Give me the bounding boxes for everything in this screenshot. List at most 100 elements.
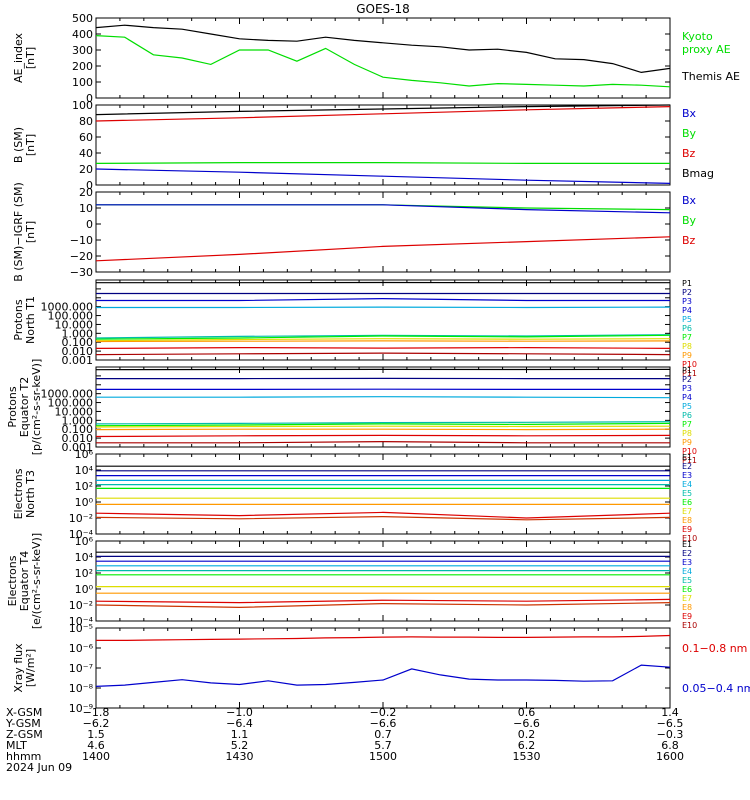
x-tick-label: 4.6 <box>87 739 105 752</box>
legend-entry: By <box>682 127 697 140</box>
legend-entry: P4 <box>682 393 692 402</box>
y-tick-label: 10⁴ <box>75 464 94 477</box>
x-tick-label: −1.0 <box>226 706 253 719</box>
panel-ee: 10⁻⁴ 10⁻² 10⁰ 10² 10⁴ 10⁶ Electrons Equator T4[… <box>6 533 697 630</box>
y-tick-label: 40 <box>79 147 93 160</box>
x-row-label: hhmm <box>6 750 41 763</box>
y-tick-label: 1000.000 <box>41 301 94 314</box>
y-axis-label: Electrons <box>6 555 19 606</box>
legend-entry: Bx <box>682 107 697 120</box>
series-line-red <box>95 236 671 262</box>
y-tick-label: 10⁻⁸ <box>69 682 94 695</box>
legend-entry: P8 <box>682 429 692 438</box>
legend-entry: E1 <box>682 540 692 549</box>
legend-entry: P7 <box>682 333 692 342</box>
legend-entry: Bmag <box>682 167 714 180</box>
y-tick-label: 0.010 <box>62 432 94 445</box>
legend-entry: E1 <box>682 453 692 462</box>
y-tick-label: 300 <box>72 44 93 57</box>
legend-entry: P2 <box>682 375 692 384</box>
legend-entry: P10 <box>682 360 697 369</box>
y-axis-label: [nT] <box>24 221 37 243</box>
legend-entry: E7 <box>682 507 692 516</box>
legend-entry: E3 <box>682 471 692 480</box>
x-row-label: X-GSM <box>6 706 42 719</box>
y-tick-label: 0.001 <box>62 354 94 367</box>
y-tick-label: 10² <box>75 480 93 493</box>
x-tick-label: 0.7 <box>374 728 392 741</box>
legend-entry: Kyoto <box>682 30 713 43</box>
legend-entry: E4 <box>682 567 692 576</box>
y-tick-label: 10⁻² <box>69 599 93 612</box>
y-axis-label: North T1 <box>24 296 37 344</box>
legend-entry: E6 <box>682 498 692 507</box>
panel-frame <box>95 191 671 273</box>
legend-entry: P3 <box>682 297 692 306</box>
y-axis-label: B (SM) <box>12 127 25 163</box>
legend-entry: proxy AE <box>682 43 731 56</box>
y-axis-label: Protons <box>12 299 25 340</box>
legend-entry: P1 <box>682 366 692 375</box>
x-axis-labels: X-GSM −1.8 −1.0 −0.2 0.6 1.4 Y-GSM −6.2 −6.4 −6.6… <box>5 706 684 774</box>
legend-entry: P11 <box>682 369 697 378</box>
series-line-blue <box>96 297 670 302</box>
y-axis-label: Electrons <box>12 468 25 519</box>
y-tick-label: 100 <box>72 99 93 112</box>
series-line-cyan <box>96 396 671 399</box>
y-axis-label: Protons <box>6 386 19 427</box>
legend-entry: P8 <box>682 342 692 351</box>
series-line-teal <box>95 421 671 425</box>
x-tick-label: −6.4 <box>226 717 253 730</box>
legend-entry: 0.05−0.4 nm <box>682 682 750 695</box>
y-tick-label: 10.000 <box>55 405 94 418</box>
series-line-black <box>95 104 671 116</box>
y-tick-label: 10 <box>79 202 93 215</box>
legend-entry: E8 <box>682 516 692 525</box>
y-axis-label: [p/(cm²-s-sr-keV)] <box>30 359 43 456</box>
x-tick-label: 6.8 <box>661 739 679 752</box>
legend-entry: E5 <box>682 576 692 585</box>
y-tick-label: 0.010 <box>62 345 94 358</box>
x-tick-label: 1430 <box>226 750 254 763</box>
date-label: 2024 Jun 09 <box>6 761 72 774</box>
panel-frame <box>95 540 671 622</box>
series-line-green <box>96 204 671 211</box>
legend-entry: P2 <box>682 288 692 297</box>
series-line-green <box>95 35 671 88</box>
legend-entry: P5 <box>682 402 692 411</box>
legend-entry: P10 <box>682 447 697 456</box>
y-tick-label: 0 <box>86 218 93 231</box>
x-row-label: Z-GSM <box>6 728 43 741</box>
y-tick-label: 10⁻⁴ <box>69 615 94 628</box>
legend-entry: Bx <box>682 194 697 207</box>
y-tick-label: 60 <box>79 131 93 144</box>
legend-entry: E3 <box>682 558 692 567</box>
y-tick-label: 100.000 <box>48 397 94 410</box>
x-tick-label: 5.7 <box>374 739 392 752</box>
y-axis-label: [e/(cm²-s-sr-keV)] <box>30 533 43 629</box>
legend-entry: By <box>682 214 697 227</box>
series-line-blue <box>95 168 671 184</box>
y-tick-label: 200 <box>72 60 93 73</box>
y-tick-label: 10² <box>75 567 93 580</box>
legend-entry: E7 <box>682 594 692 603</box>
series-line-brick <box>95 515 671 521</box>
series-line-brick <box>95 602 671 609</box>
legend-entry: P5 <box>682 315 692 324</box>
y-tick-label: 100 <box>72 76 93 89</box>
x-tick-label: 1530 <box>513 750 541 763</box>
legend-entry: P9 <box>682 351 692 360</box>
panel-pe: 0.0010.0100.1001.00010.000100.0001000.00… <box>6 359 697 465</box>
x-tick-label: −1.8 <box>83 706 110 719</box>
x-tick-label: 0.2 <box>518 728 536 741</box>
y-tick-label: 10⁻⁵ <box>69 622 93 635</box>
y-axis-label: [nT] <box>24 134 37 156</box>
legend-entry: P11 <box>682 456 697 465</box>
series-line-teal <box>95 334 671 339</box>
legend-entry: Bz <box>682 234 696 247</box>
legend-entry: P9 <box>682 438 692 447</box>
legend-entry: E10 <box>682 534 697 543</box>
y-tick-label: 10⁶ <box>75 535 94 548</box>
x-tick-label: −6.5 <box>657 717 684 730</box>
